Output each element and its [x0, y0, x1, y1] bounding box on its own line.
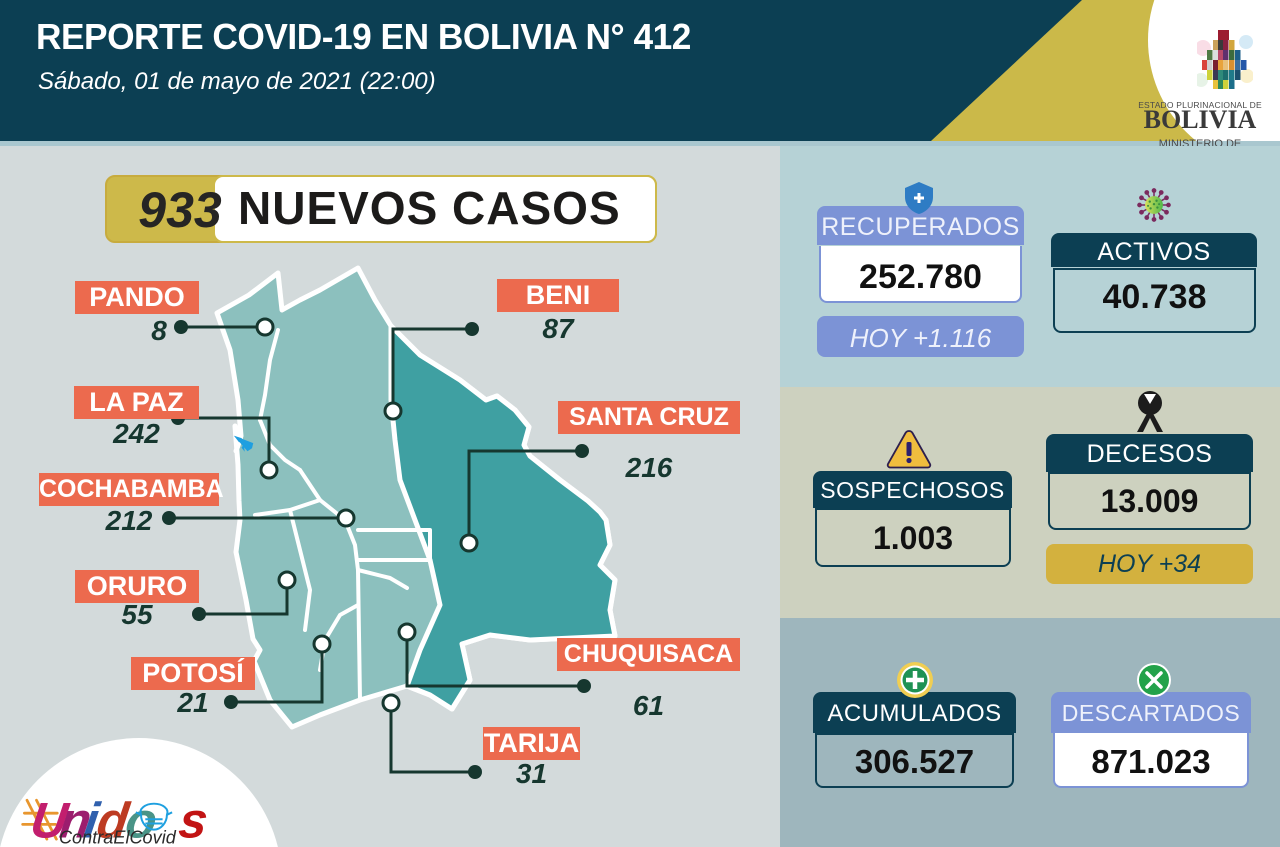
svg-text:ContraElCovid: ContraElCovid — [59, 827, 177, 847]
svg-text:s: s — [176, 792, 212, 847]
